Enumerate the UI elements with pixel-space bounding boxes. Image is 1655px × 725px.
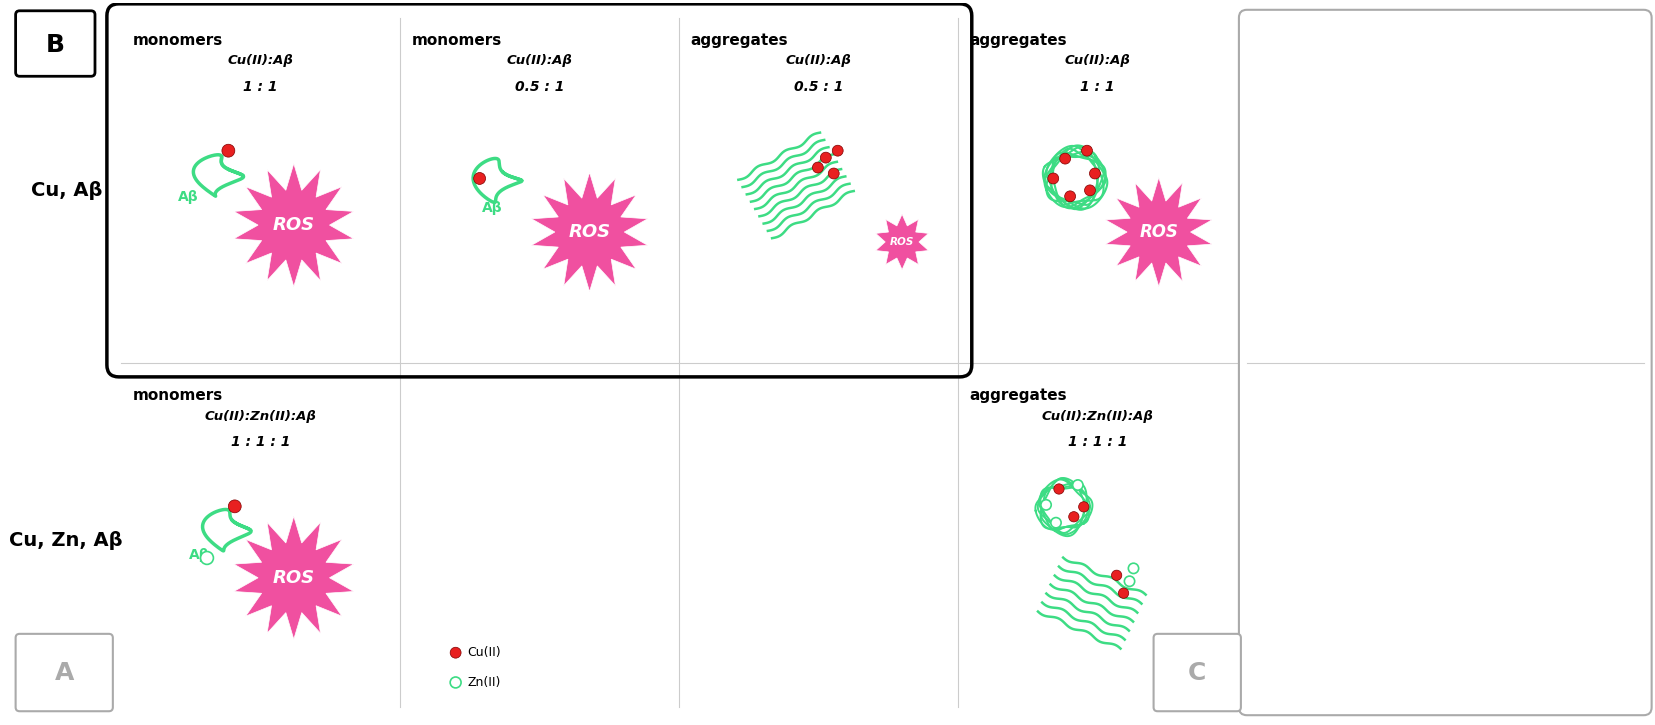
- Polygon shape: [233, 516, 354, 639]
- Circle shape: [222, 144, 235, 157]
- Text: Cu(II):Aβ: Cu(II):Aβ: [227, 54, 293, 67]
- Polygon shape: [1106, 178, 1211, 286]
- Circle shape: [450, 647, 460, 658]
- Circle shape: [1089, 168, 1099, 179]
- Circle shape: [1124, 576, 1134, 587]
- Circle shape: [473, 173, 485, 184]
- Text: Aβ: Aβ: [189, 548, 209, 562]
- Text: ROS: ROS: [568, 223, 611, 241]
- Circle shape: [1111, 570, 1120, 581]
- Text: 1 : 1 : 1: 1 : 1 : 1: [1067, 436, 1127, 450]
- FancyBboxPatch shape: [15, 11, 94, 76]
- Text: Cu(II):Aβ: Cu(II):Aβ: [506, 54, 573, 67]
- Text: aggregates: aggregates: [970, 33, 1067, 48]
- Text: aggregates: aggregates: [690, 33, 788, 48]
- Text: 1 : 1: 1 : 1: [243, 80, 278, 94]
- Circle shape: [1059, 153, 1071, 164]
- Polygon shape: [1158, 636, 1215, 695]
- Text: monomers: monomers: [412, 33, 501, 48]
- Circle shape: [1041, 500, 1051, 510]
- FancyBboxPatch shape: [1238, 10, 1650, 715]
- Circle shape: [1048, 173, 1058, 184]
- FancyBboxPatch shape: [15, 634, 113, 711]
- Text: B: B: [46, 33, 65, 57]
- FancyBboxPatch shape: [1154, 634, 1240, 711]
- Text: 1 : 1: 1 : 1: [1079, 80, 1114, 94]
- Text: C: C: [1187, 660, 1206, 684]
- Polygon shape: [875, 214, 928, 270]
- Circle shape: [1117, 588, 1129, 598]
- Text: Cu(II):Zn(II):Aβ: Cu(II):Zn(II):Aβ: [1041, 410, 1152, 423]
- Circle shape: [819, 152, 831, 163]
- Text: Cu(II):Aβ: Cu(II):Aβ: [1064, 54, 1130, 67]
- Text: Aβ: Aβ: [179, 190, 199, 204]
- Text: Cu(II):Aβ: Cu(II):Aβ: [784, 54, 851, 67]
- Circle shape: [1053, 484, 1064, 494]
- Circle shape: [813, 162, 823, 173]
- Circle shape: [828, 168, 839, 179]
- Circle shape: [1064, 191, 1076, 202]
- Text: monomers: monomers: [132, 388, 223, 403]
- Circle shape: [832, 145, 842, 156]
- Circle shape: [1051, 518, 1061, 528]
- Text: 0.5 : 1: 0.5 : 1: [793, 80, 842, 94]
- Circle shape: [1084, 185, 1094, 196]
- Text: 0.5 : 1: 0.5 : 1: [515, 80, 564, 94]
- Circle shape: [1081, 145, 1092, 156]
- Circle shape: [1127, 563, 1139, 573]
- Text: ROS: ROS: [1173, 660, 1198, 671]
- Circle shape: [228, 500, 242, 513]
- Text: 1 : 1 : 1: 1 : 1 : 1: [230, 436, 290, 450]
- Text: Cu, Zn, Aβ: Cu, Zn, Aβ: [10, 531, 122, 550]
- Text: Cu(II):Zn(II):Aβ: Cu(II):Zn(II):Aβ: [204, 410, 316, 423]
- Text: Aβ: Aβ: [482, 202, 503, 215]
- Text: Cu(II): Cu(II): [467, 646, 501, 659]
- Text: Zn(II): Zn(II): [467, 676, 500, 689]
- Text: ROS: ROS: [889, 237, 914, 247]
- Circle shape: [450, 677, 460, 688]
- Circle shape: [1067, 512, 1079, 522]
- Text: ROS: ROS: [273, 216, 314, 234]
- Text: ROS: ROS: [1139, 223, 1177, 241]
- Circle shape: [200, 552, 213, 564]
- Text: Cu, Aβ: Cu, Aβ: [30, 181, 103, 200]
- Circle shape: [1072, 480, 1082, 490]
- Text: A: A: [55, 660, 74, 684]
- Text: monomers: monomers: [132, 33, 223, 48]
- Circle shape: [1077, 502, 1089, 512]
- Polygon shape: [233, 164, 354, 286]
- Text: aggregates: aggregates: [970, 388, 1067, 403]
- Text: ROS: ROS: [273, 569, 314, 587]
- Polygon shape: [531, 173, 647, 291]
